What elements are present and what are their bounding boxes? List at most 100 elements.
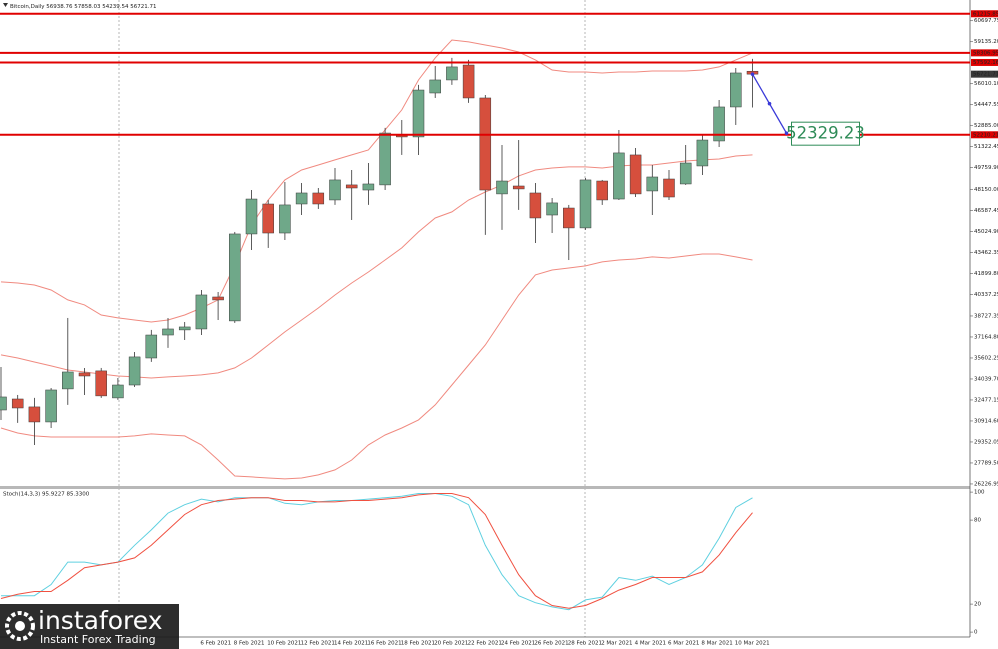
candle-body <box>596 180 608 201</box>
x-tick-label: 26 Feb 2021 <box>534 641 568 647</box>
candle-body <box>78 372 91 377</box>
bollinger-upper <box>0 39 753 323</box>
header-icon <box>3 3 8 7</box>
candle-body <box>613 152 625 200</box>
header: Bitcoin,Daily 56938.76 57858.03 54239.54… <box>10 4 157 10</box>
x-tick-label: 28 Feb 2021 <box>568 641 602 647</box>
y-tick-label: 27789.50 <box>974 460 998 466</box>
candle-body <box>128 356 141 386</box>
x-tick-label: 2 Mar 2021 <box>601 641 632 647</box>
y-tick-label: 46587.45 <box>974 208 998 214</box>
candle-body <box>730 72 742 108</box>
y-tick-label: 52885.00 <box>974 123 998 129</box>
candle-body <box>28 406 41 423</box>
candle-body <box>112 384 124 399</box>
bollinger-middle <box>0 154 753 379</box>
y-tick-label: 54447.55 <box>974 102 998 108</box>
header-low: 54239.54 <box>102 4 129 10</box>
level-label: 57592.16 <box>973 60 998 66</box>
x-tick-label: 14 Feb 2021 <box>334 641 368 647</box>
symbol: Bitcoin,Daily <box>10 4 45 10</box>
level-label: 58306.95 <box>973 50 998 56</box>
y-tick-label: 20 <box>974 602 981 608</box>
y-tick-label: 29352.05 <box>974 439 998 445</box>
x-tick-label: 6 Mar 2021 <box>668 641 699 647</box>
candle-body <box>663 178 675 198</box>
y-tick-label: 59135.20 <box>974 39 998 45</box>
candle-body <box>512 185 525 190</box>
level-label-box <box>971 49 998 57</box>
header-open: 56938.76 <box>46 4 73 10</box>
candle-body <box>546 202 558 216</box>
candle-body <box>178 326 191 331</box>
logo: instaforex Instant Forex Trading <box>0 604 179 649</box>
x-tick-label: 24 Feb 2021 <box>501 641 535 647</box>
last-price-box <box>971 70 998 78</box>
bollinger-lower <box>0 253 753 480</box>
candle-body <box>329 179 341 201</box>
candle-body <box>229 233 241 322</box>
candle-body <box>696 139 709 167</box>
stoch-line <box>1 493 753 611</box>
projection-start <box>750 72 755 76</box>
y-tick-label: 41899.80 <box>974 271 998 277</box>
stoch-line <box>0 493 753 609</box>
candle-body <box>295 192 308 205</box>
candle-body <box>429 79 441 94</box>
y-tick-label: 100 <box>974 490 985 496</box>
y-tick-label: 43462.35 <box>974 250 998 256</box>
candle-body <box>312 192 325 205</box>
x-tick-label: 8 Mar 2021 <box>701 641 732 647</box>
y-tick-label: 37164.80 <box>974 334 998 340</box>
candle-body <box>362 183 375 191</box>
candle-body <box>195 294 208 330</box>
candle-body <box>713 106 725 142</box>
x-tick-label: 20 Feb 2021 <box>434 641 468 647</box>
x-tick-label: 12 Feb 2021 <box>301 641 335 647</box>
y-tick-label: 35602.25 <box>974 355 998 361</box>
candle-body <box>679 162 692 185</box>
x-tick-label: 8 Feb 2021 <box>234 641 265 647</box>
candle-body <box>479 97 492 191</box>
candle-body <box>529 192 542 219</box>
y-tick-label: 48150.00 <box>974 187 998 193</box>
candle-body <box>496 180 508 195</box>
header-high: 57858.03 <box>74 4 101 10</box>
candle-body <box>646 176 659 192</box>
x-tick-label: 18 Feb 2021 <box>401 641 435 647</box>
x-tick-label: 22 Feb 2021 <box>468 641 502 647</box>
y-tick-label: 34039.70 <box>974 376 998 382</box>
plot-layer: 60697.75 59135.20 56010.10 54447.55 52885.00… <box>0 10 998 647</box>
level-label-box <box>971 10 998 18</box>
x-tick-label: 10 Mar 2021 <box>735 641 770 647</box>
logo-background <box>0 604 179 649</box>
candle-body <box>345 184 358 189</box>
level-label: 52210.21 <box>973 132 998 138</box>
candle-body <box>446 66 458 81</box>
projection-end <box>784 131 789 135</box>
logo-icon-core <box>15 621 25 631</box>
y-tick-label: 0 <box>974 630 978 636</box>
projection-label: 52329.23 <box>786 124 865 143</box>
candle-body <box>62 371 74 390</box>
y-tick-label: 60697.75 <box>974 18 998 24</box>
logo-name: instaforex <box>38 606 163 635</box>
candle-body <box>0 396 7 411</box>
candle-body <box>162 328 174 336</box>
x-tick-label: 4 Mar 2021 <box>635 641 666 647</box>
y-tick-label: 45024.90 <box>974 229 998 235</box>
logo-icon <box>5 611 35 641</box>
y-tick-label: 30914.60 <box>974 418 998 424</box>
candle-body <box>563 207 575 229</box>
candle-body <box>11 398 24 409</box>
candle-body <box>279 204 291 234</box>
candle-body <box>95 370 107 397</box>
candle-body <box>579 179 592 229</box>
pane-separator <box>0 486 970 489</box>
candle-body <box>212 296 224 301</box>
y-tick-label: 32477.15 <box>974 397 998 403</box>
x-tick-label: 10 Feb 2021 <box>267 641 301 647</box>
y-tick-label: 26226.95 <box>974 481 998 487</box>
